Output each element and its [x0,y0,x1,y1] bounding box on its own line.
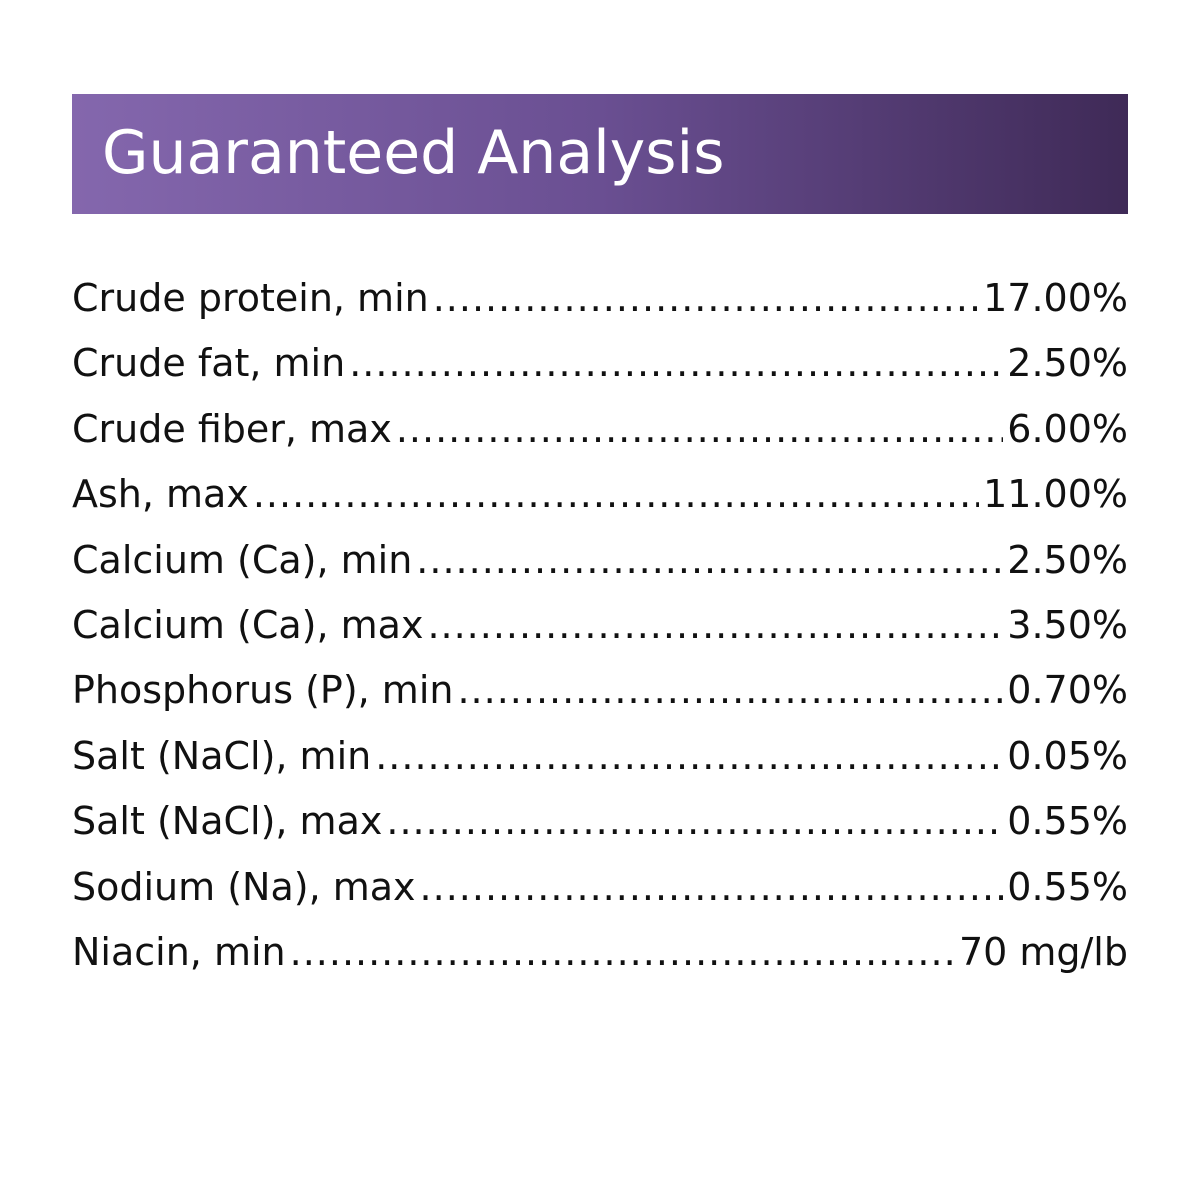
nutrient-label: Ash, max [72,472,249,517]
dot-leader [433,270,979,326]
analysis-row: Phosphorus (P), min 0.70% [72,662,1128,727]
nutrient-label: Salt (NaCl), min [72,733,372,778]
nutrient-label: Phosphorus (P), min [72,668,454,713]
nutrient-label: Salt (NaCl), max [72,799,383,844]
nutrient-value: 0.05% [1007,733,1128,778]
nutrient-label: Calcium (Ca), min [72,537,413,582]
nutrient-label: Sodium (Na), max [72,864,416,909]
analysis-row: Crude fat, min 2.50% [72,335,1128,400]
nutrient-value: 70 mg/lb [958,929,1128,974]
nutrient-label: Crude fiber, max [72,406,392,451]
analysis-row: Crude fiber, max 6.00% [72,401,1128,466]
analysis-row: Crude protein, min 17.00% [72,270,1128,335]
nutrient-label: Crude protein, min [72,276,429,320]
dot-leader [396,401,1003,457]
dot-leader [253,466,979,522]
nutrient-label: Niacin, min [72,929,286,974]
analysis-row: Salt (NaCl), min 0.05% [72,728,1128,793]
analysis-row: Calcium (Ca), max 3.50% [72,597,1128,662]
nutrient-value: 3.50% [1007,602,1128,647]
dot-leader [420,859,1004,915]
title-banner: Guaranteed Analysis [72,94,1128,214]
analysis-row: Niacin, min 70 mg/lb [72,924,1128,989]
nutrient-value: 2.50% [1007,341,1128,386]
nutrient-value: 0.70% [1007,668,1128,713]
dot-leader [386,793,1003,849]
dot-leader [349,335,1003,391]
analysis-row: Calcium (Ca), min 2.50% [72,532,1128,597]
nutrient-value: 6.00% [1007,406,1128,451]
dot-leader [290,924,955,980]
nutrient-label: Calcium (Ca), max [72,602,424,647]
dot-leader [427,597,1003,653]
title: Guaranteed Analysis [102,118,725,188]
nutrient-label: Crude fat, min [72,341,346,386]
dot-leader [457,662,1003,718]
nutrient-value: 0.55% [1007,799,1128,844]
dot-leader [375,728,1003,784]
analysis-row: Sodium (Na), max 0.55% [72,859,1128,924]
nutrient-value: 17.00% [983,276,1128,320]
dot-leader [416,532,1003,588]
nutrient-value: 0.55% [1007,864,1128,909]
nutrient-value: 11.00% [983,472,1128,517]
analysis-table: Crude protein, min 17.00% Crude fat, min 2.… [72,270,1128,989]
analysis-row: Salt (NaCl), max 0.55% [72,793,1128,858]
nutrient-value: 2.50% [1007,537,1128,582]
analysis-row: Ash, max 11.00% [72,466,1128,531]
